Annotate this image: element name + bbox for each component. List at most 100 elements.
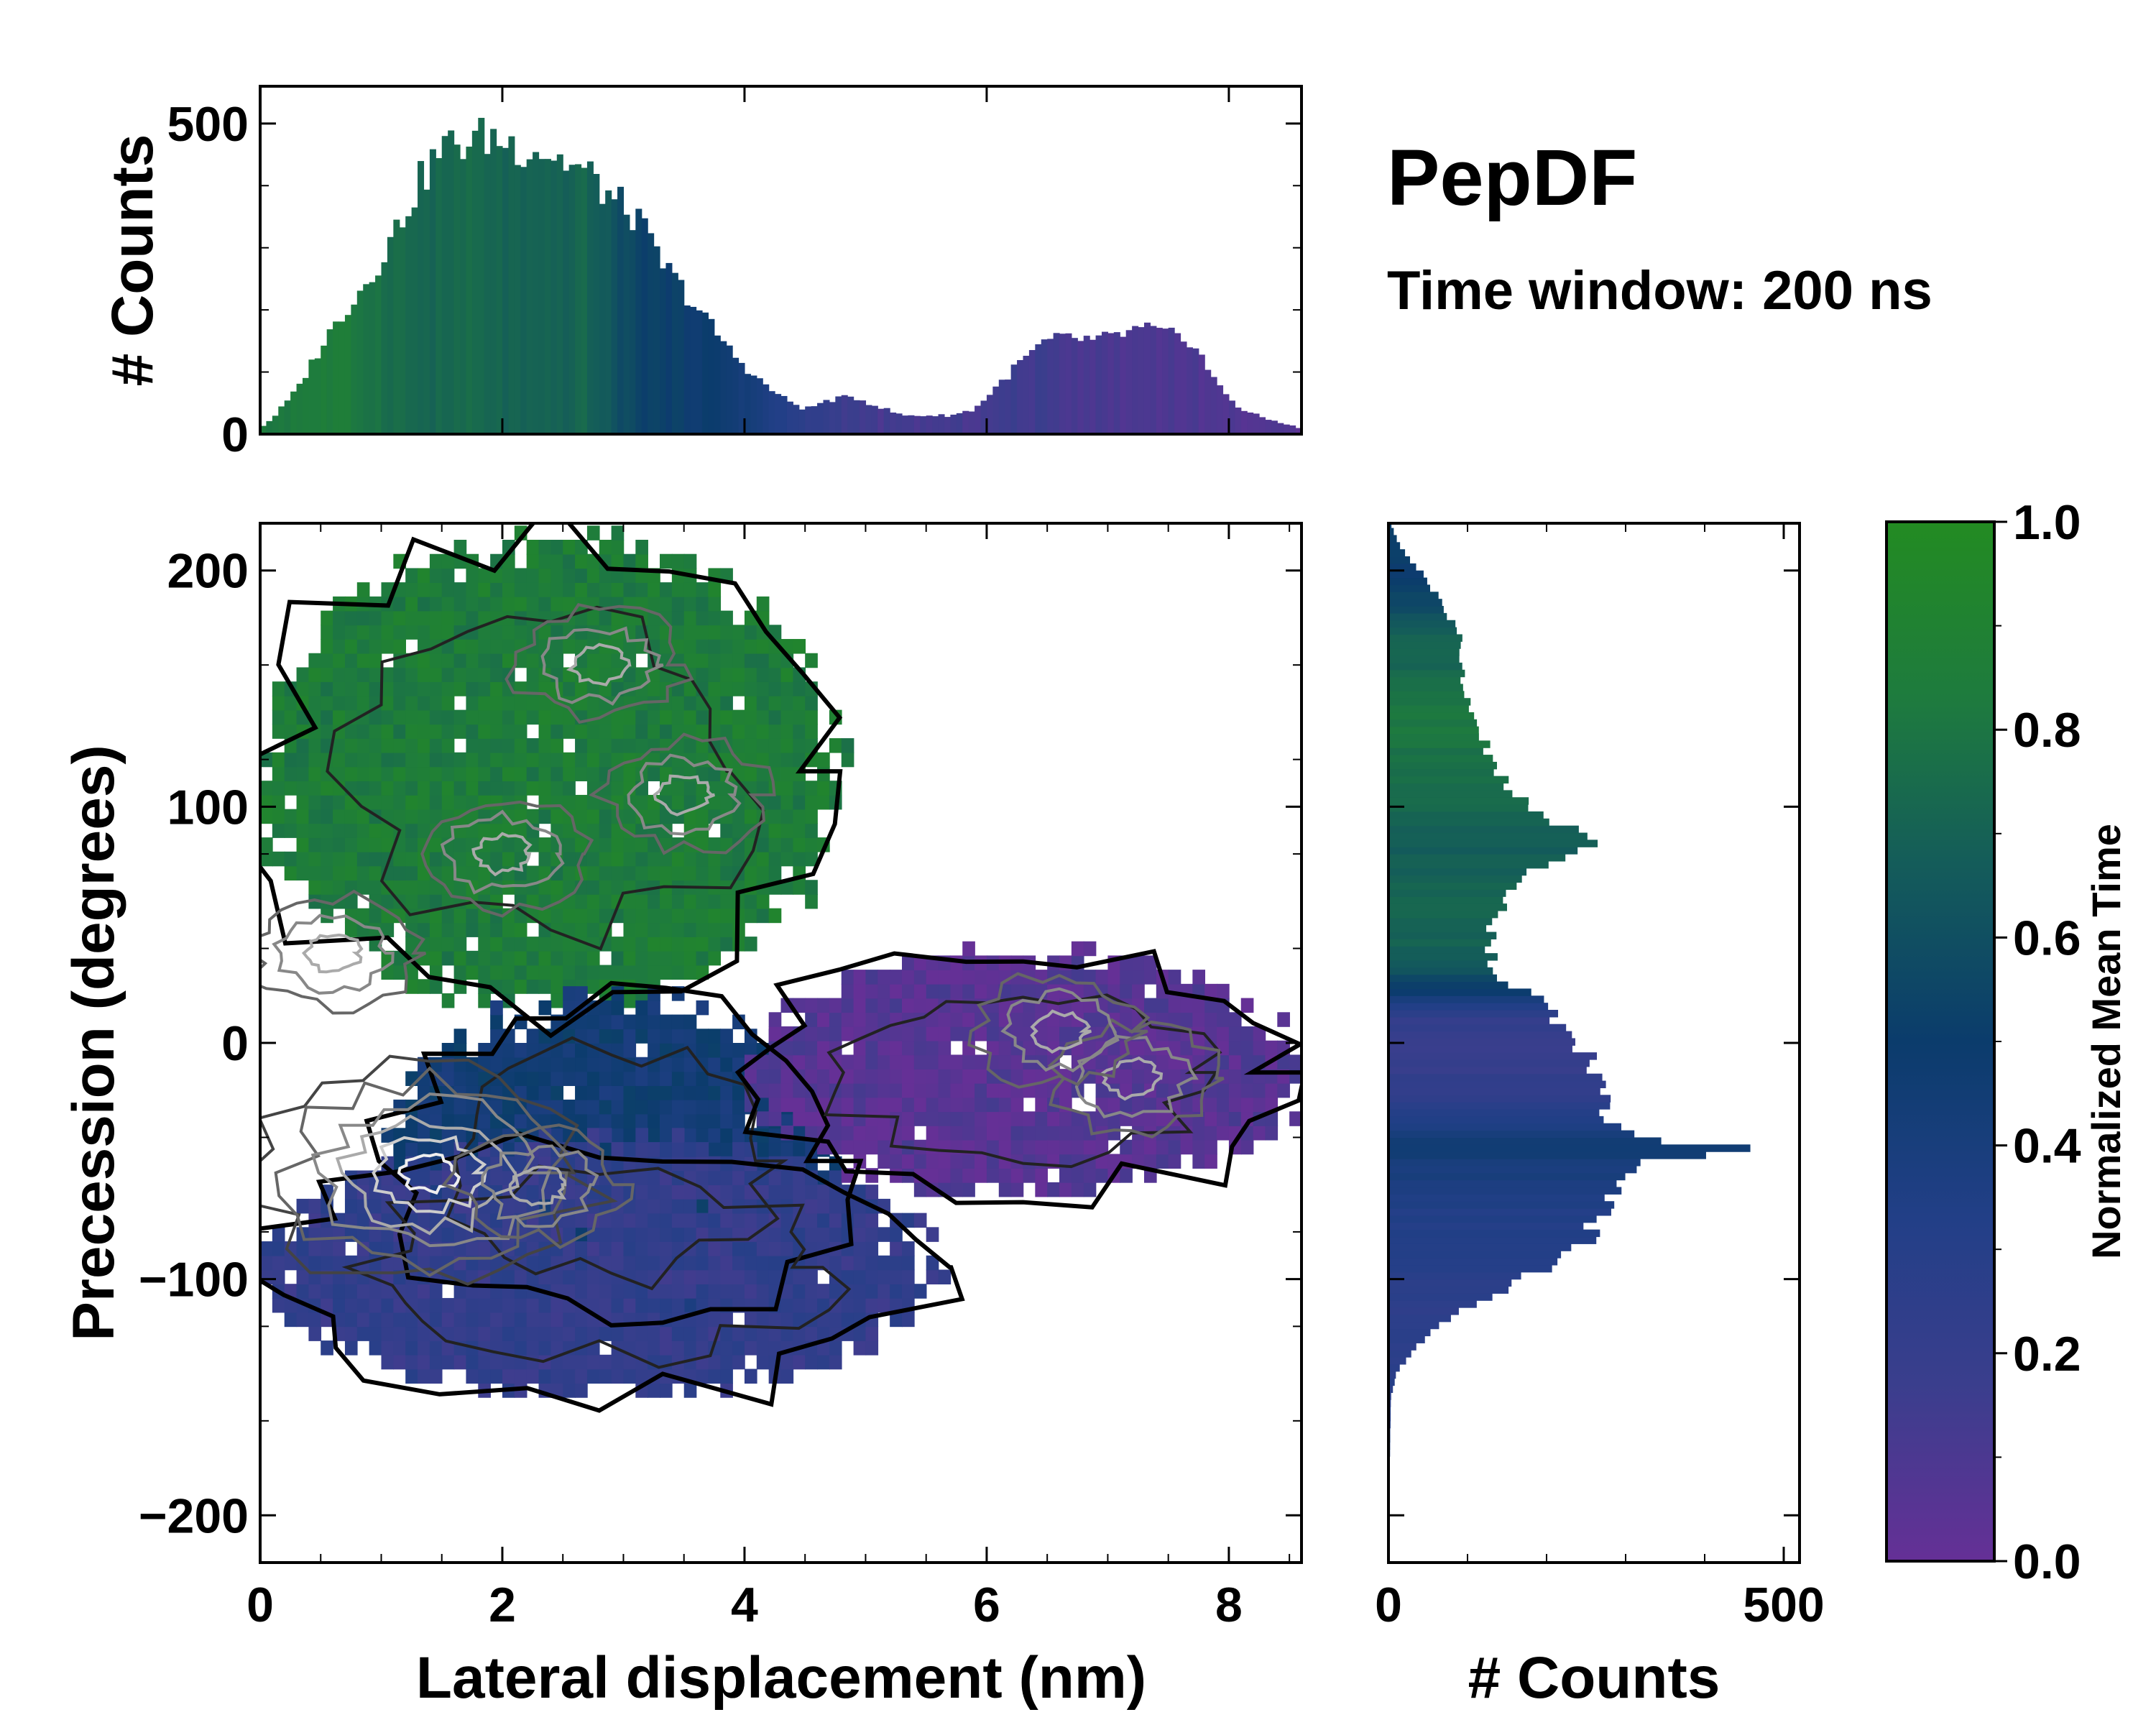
- heatmap-cell: [865, 1069, 879, 1084]
- heatmap-cell: [1083, 1126, 1097, 1141]
- heatmap-cell: [660, 950, 673, 966]
- heatmap-cell: [344, 1284, 358, 1299]
- heatmap-cell: [405, 937, 418, 952]
- heatmap-cell: [720, 1269, 733, 1285]
- heatmap-cell: [563, 709, 576, 725]
- heatmap-cell: [502, 639, 515, 654]
- right-histogram-bar: [1388, 1031, 1572, 1039]
- heatmap-cell: [478, 1312, 491, 1328]
- heatmap-cell: [466, 752, 479, 768]
- heatmap-cell: [768, 1312, 782, 1328]
- heatmap-cell: [526, 809, 540, 824]
- top-histogram-bar: [962, 410, 969, 434]
- heatmap-cell: [550, 738, 564, 753]
- heatmap-cell: [599, 738, 612, 753]
- heatmap-cell: [696, 1099, 709, 1115]
- heatmap-cell: [526, 1184, 540, 1200]
- heatmap-cell: [623, 1354, 637, 1370]
- heatmap-cell: [805, 1054, 818, 1070]
- heatmap-cell: [793, 695, 806, 711]
- heatmap-cell: [683, 1029, 697, 1044]
- heatmap-cell: [356, 1297, 370, 1313]
- top-histogram-bar: [732, 357, 740, 434]
- heatmap-cell: [671, 865, 685, 881]
- heatmap-cell: [805, 1227, 818, 1242]
- heatmap-cell: [296, 738, 310, 753]
- heatmap-cell: [805, 1026, 818, 1041]
- heatmap-cell: [466, 610, 479, 626]
- heatmap-cell: [490, 1368, 503, 1384]
- heatmap-cell: [635, 1227, 648, 1242]
- right-histogram-bar: [1388, 847, 1578, 855]
- heatmap-cell: [563, 568, 576, 583]
- right-histogram-bar: [1388, 620, 1456, 628]
- heatmap-cell: [490, 667, 503, 682]
- heatmap-cell: [526, 1326, 540, 1341]
- top-histogram-bar: [877, 408, 885, 434]
- heatmap-cell: [441, 724, 455, 739]
- heatmap-cell: [356, 610, 370, 626]
- heatmap-cell: [635, 937, 648, 952]
- heatmap-cell: [526, 1297, 540, 1313]
- heatmap-cell: [333, 681, 346, 696]
- heatmap-cell: [429, 1255, 443, 1271]
- heatmap-cell: [369, 639, 382, 654]
- heatmap-cell: [671, 1085, 685, 1100]
- heatmap-cell: [877, 1255, 890, 1271]
- heatmap-cell: [284, 724, 298, 739]
- heatmap-cell: [429, 1297, 443, 1313]
- x-tick-label: 6: [973, 1578, 1000, 1632]
- heatmap-cell: [586, 1326, 600, 1341]
- heatmap-cell: [611, 596, 625, 612]
- heatmap-cell: [660, 724, 673, 739]
- heatmap-cell: [708, 1142, 722, 1157]
- heatmap-cell: [429, 766, 443, 782]
- heatmap-cell: [671, 1113, 685, 1129]
- heatmap-cell: [1023, 983, 1036, 999]
- heatmap-cell: [671, 625, 685, 640]
- heatmap-cell: [938, 1111, 952, 1126]
- heatmap-cell: [708, 1170, 722, 1185]
- heatmap-cell: [502, 922, 515, 937]
- heatmap-cell: [877, 1097, 890, 1113]
- heatmap-cell: [696, 1043, 709, 1058]
- heatmap-cell: [683, 582, 697, 597]
- heatmap-cell: [441, 1340, 455, 1356]
- heatmap-cell: [696, 1284, 709, 1299]
- top-histogram-bar: [671, 272, 678, 434]
- heatmap-cell: [369, 681, 382, 696]
- heatmap-cell: [1095, 1082, 1109, 1098]
- heatmap-cell: [768, 1069, 782, 1084]
- heatmap-cell: [1059, 1082, 1072, 1098]
- heatmap-cell: [356, 625, 370, 640]
- heatmap-cell: [466, 709, 479, 725]
- heatmap-cell: [962, 1012, 975, 1027]
- heatmap-cell: [660, 922, 673, 937]
- outer-contour: [364, 980, 864, 1328]
- heatmap-cell: [429, 582, 443, 597]
- heatmap-cell: [393, 1326, 406, 1341]
- right-histogram-bar: [1388, 1159, 1641, 1167]
- heatmap-cell: [1132, 1139, 1145, 1155]
- heatmap-cell: [586, 667, 600, 682]
- heatmap-cell: [526, 965, 540, 980]
- heatmap-cell: [344, 724, 358, 739]
- heatmap-cell: [526, 738, 540, 753]
- heatmap-cell: [333, 1241, 346, 1256]
- heatmap-cell: [478, 1099, 491, 1115]
- heatmap-cell: [563, 1057, 576, 1072]
- heatmap-cell: [586, 794, 600, 810]
- right-histogram-bar: [1388, 1357, 1406, 1365]
- heatmap-cell: [429, 667, 443, 682]
- heatmap-cell: [611, 965, 625, 980]
- heatmap-cell: [575, 1368, 588, 1384]
- top-histogram-bar: [665, 262, 673, 434]
- heatmap-cell: [635, 1326, 648, 1341]
- top-histogram-bar: [756, 378, 763, 434]
- heatmap-cell: [538, 979, 552, 994]
- heatmap-cell: [284, 823, 298, 838]
- heatmap-cell: [599, 568, 612, 583]
- heatmap-cell: [478, 639, 491, 654]
- heatmap-cell: [429, 794, 443, 810]
